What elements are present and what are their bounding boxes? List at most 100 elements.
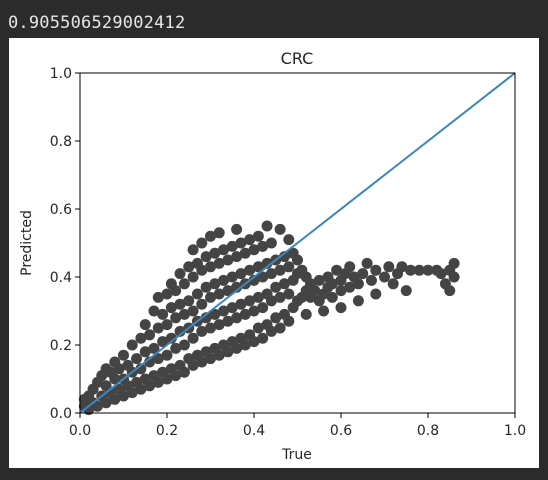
data-point (187, 271, 199, 283)
data-point (248, 336, 260, 348)
data-point (205, 291, 216, 303)
data-point (135, 363, 147, 375)
data-point (170, 285, 182, 297)
data-point (209, 278, 221, 290)
data-point (135, 332, 147, 344)
data-point (161, 349, 173, 361)
chart-figure: CRC 0.0 0.2 0.4 0.6 0.8 1.0 0.0 0.2 0.4 0.6 0.8 1.… (9, 38, 539, 468)
data-point (405, 264, 417, 276)
data-point (283, 261, 295, 273)
data-point (218, 244, 230, 256)
data-point (205, 230, 216, 242)
data-point (109, 393, 121, 405)
data-point (200, 251, 212, 263)
data-point (178, 278, 190, 290)
data-point (252, 291, 264, 303)
data-point (152, 353, 164, 365)
data-point (152, 376, 164, 388)
data-point (205, 353, 216, 365)
data-point (226, 271, 238, 283)
data-point (370, 264, 382, 276)
data-point (396, 261, 408, 273)
data-point (231, 223, 243, 235)
data-point (161, 373, 173, 385)
data-point (270, 281, 282, 293)
data-point (274, 322, 286, 334)
data-point (252, 230, 264, 242)
data-point (170, 342, 182, 354)
data-point (231, 342, 243, 354)
data-point (335, 302, 347, 314)
data-point (91, 400, 103, 412)
data-point (252, 261, 264, 273)
data-point (161, 288, 173, 300)
data-point (361, 257, 373, 269)
data-point (244, 234, 256, 246)
data-point (157, 336, 169, 348)
data-point (265, 268, 277, 280)
data-point (196, 325, 208, 337)
cell-output-text: 0.905506529002412 (8, 13, 186, 33)
data-point (178, 366, 190, 378)
data-point (226, 240, 238, 252)
data-point (435, 268, 447, 280)
scatter-points (78, 220, 460, 416)
data-point (109, 373, 121, 385)
data-point (139, 346, 151, 358)
data-point (265, 295, 277, 307)
data-point (274, 291, 286, 303)
data-point (283, 288, 295, 300)
data-point (383, 261, 395, 273)
data-point (448, 271, 460, 283)
data-point (170, 370, 182, 382)
data-point (400, 285, 412, 297)
scatter-chart: CRC 0.0 0.2 0.4 0.6 0.8 1.0 0.0 0.2 0.4 0.6 0.8 1.… (19, 49, 526, 463)
data-point (257, 332, 269, 344)
x-tick-label: 0.2 (156, 423, 178, 439)
data-point (144, 356, 156, 368)
reference-line (79, 72, 516, 414)
data-point (335, 285, 347, 297)
data-point (174, 298, 186, 310)
data-point (226, 302, 238, 314)
data-point (131, 353, 143, 365)
data-point (191, 288, 203, 300)
data-point (331, 264, 343, 276)
data-point (257, 240, 269, 252)
data-point (218, 305, 230, 317)
data-point (222, 346, 234, 358)
data-point (231, 251, 243, 263)
data-point (248, 244, 260, 256)
data-point (148, 305, 160, 317)
data-point (196, 298, 208, 310)
data-point (178, 339, 190, 351)
data-point (205, 261, 216, 273)
data-point (231, 312, 243, 324)
data-point (209, 247, 221, 259)
data-point (261, 220, 273, 232)
data-point (213, 319, 225, 331)
data-point (239, 308, 251, 320)
data-point (148, 342, 160, 354)
data-point (126, 339, 138, 351)
data-point (126, 387, 138, 399)
data-point (187, 359, 199, 371)
data-point (274, 264, 286, 276)
data-point (326, 291, 338, 303)
y-tick-label: 0.0 (50, 406, 72, 422)
data-point (100, 397, 112, 409)
data-point (144, 329, 156, 341)
data-point (278, 278, 290, 290)
data-point (318, 305, 330, 317)
data-point (152, 291, 164, 303)
x-tick-label: 0.0 (69, 423, 91, 439)
data-point (326, 278, 338, 290)
data-point (235, 298, 247, 310)
y-axis-ticks: 0.0 0.2 0.4 0.6 0.8 1.0 (50, 66, 80, 422)
data-point (161, 319, 173, 331)
data-point (213, 257, 225, 269)
x-tick-label: 0.6 (330, 423, 352, 439)
x-tick-label: 1.0 (504, 423, 526, 439)
data-point (239, 247, 251, 259)
data-point (183, 261, 195, 273)
